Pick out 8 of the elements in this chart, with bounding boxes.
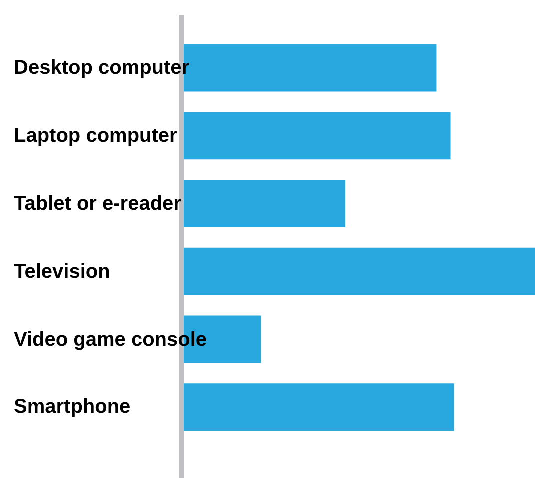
bar bbox=[184, 248, 535, 296]
bar bbox=[184, 384, 454, 432]
y-tick-label: Laptop computer bbox=[14, 125, 178, 147]
y-tick-label: Tablet or e-reader bbox=[14, 193, 182, 215]
bar bbox=[184, 112, 451, 160]
y-tick-label: Television bbox=[14, 261, 110, 283]
bar bbox=[184, 180, 346, 228]
y-tick-label: Smartphone bbox=[14, 396, 131, 418]
